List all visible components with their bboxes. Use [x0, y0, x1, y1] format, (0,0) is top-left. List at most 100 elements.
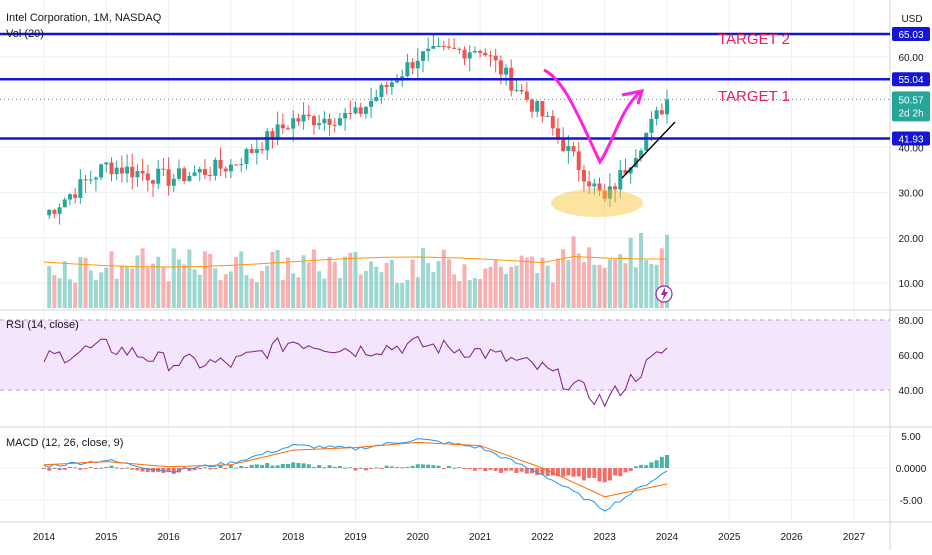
volume-bar [623, 263, 628, 308]
macd-histogram-bar [550, 468, 555, 476]
volume-bar [291, 273, 296, 308]
volume-bar [265, 265, 270, 308]
macd-histogram-bar [249, 464, 254, 468]
volume-bar [405, 279, 410, 308]
macd-histogram-bar [311, 466, 316, 468]
macd-histogram-bar [540, 468, 545, 475]
macd-histogram-bar [228, 464, 233, 468]
macd-histogram-bar [358, 467, 363, 469]
macd-histogram-bar [286, 464, 291, 468]
candle-body [260, 149, 265, 151]
candle-body [452, 47, 457, 49]
macd-histogram-bar [275, 465, 280, 468]
candle-body [576, 151, 581, 170]
candle-body [498, 60, 503, 75]
volume-bar [192, 269, 197, 308]
macd-histogram-bar [343, 467, 348, 469]
macd-label: MACD (12, 26, close, 9) [6, 437, 123, 449]
macd-histogram-bar [114, 467, 119, 469]
macd-histogram-bar [576, 468, 581, 477]
candle-body [353, 107, 358, 114]
trendline[interactable] [621, 121, 676, 179]
last-price-tag [892, 91, 930, 122]
volume-bar [353, 251, 358, 308]
rsi-tick-label: 60.00 [898, 351, 923, 362]
candle-body [286, 128, 291, 130]
volume-bar [395, 282, 400, 308]
macd-histogram-bar [410, 465, 415, 468]
candle-body [649, 118, 654, 133]
macd-histogram-bar [587, 468, 592, 478]
year-tick-label: 2016 [157, 532, 180, 543]
currency-label[interactable]: USD [901, 14, 922, 25]
candle-body [254, 149, 259, 153]
candle-body [337, 118, 342, 126]
macd-histogram-bar [613, 468, 618, 476]
volume-bar [228, 271, 233, 308]
macd-histogram-bar [566, 468, 571, 476]
volume-bar [457, 281, 462, 308]
macd-histogram-bar [109, 465, 114, 468]
macd-histogram-bar [306, 464, 311, 468]
volume-bar [166, 281, 171, 308]
macd-histogram-bar [374, 467, 379, 469]
volume-bar [254, 281, 259, 308]
volume-bar [249, 278, 254, 308]
volume-bar [659, 248, 664, 308]
volume-bar [171, 248, 176, 308]
volume-bar [202, 251, 207, 308]
macd-histogram-bar [88, 466, 93, 468]
year-tick-label: 2025 [718, 532, 741, 543]
macd-histogram-bar [530, 468, 535, 474]
macd-histogram-bar [244, 466, 249, 468]
macd-histogram-bar [555, 468, 560, 477]
macd-histogram-bar [332, 466, 337, 468]
candle-body [327, 118, 332, 125]
macd-histogram-bar [571, 468, 576, 477]
highlight-ellipse[interactable] [551, 189, 643, 217]
macd-histogram-bar [57, 468, 62, 470]
candle-body [306, 114, 311, 117]
macd-histogram-bar [218, 465, 223, 468]
candle-body [410, 62, 415, 69]
volume-bar [260, 270, 265, 308]
macd-histogram-bar [317, 465, 322, 468]
macd-histogram-bar [73, 467, 78, 469]
line-price-label: 55.04 [898, 75, 923, 86]
macd-histogram-bar [280, 463, 285, 468]
candle-body [249, 149, 254, 153]
macd-histogram-bar [327, 465, 332, 468]
volume-bar [234, 257, 239, 308]
volume-bar [327, 256, 332, 308]
candle-body [654, 110, 659, 119]
volume-bar [317, 271, 322, 308]
macd-histogram-bar [535, 468, 540, 475]
volume-bar [555, 258, 560, 308]
macd-histogram-bar [607, 468, 612, 481]
volume-bar [519, 255, 524, 308]
candle-body [67, 194, 72, 200]
volume-bar [145, 267, 150, 308]
volume-bar [389, 259, 394, 308]
projection-path[interactable] [543, 68, 642, 165]
macd-histogram-bar [457, 467, 462, 469]
candle-body [535, 101, 540, 112]
volume-bar [270, 251, 275, 308]
macd-histogram-bar [130, 468, 135, 470]
volume-bar [114, 278, 119, 308]
candle-body [52, 209, 57, 214]
candle-body [311, 116, 316, 126]
volume-bar [301, 255, 306, 308]
candle-body [343, 113, 348, 119]
macd-histogram-bar [47, 468, 52, 471]
volume-bar [337, 278, 342, 308]
candle-body [166, 169, 171, 186]
macd-histogram-bar [436, 465, 441, 468]
candle-body [202, 169, 207, 175]
volume-bar [478, 279, 483, 308]
candle-body [130, 166, 135, 178]
macd-histogram-bar [426, 464, 431, 468]
candle-body [628, 167, 633, 174]
candle-body [659, 110, 664, 115]
